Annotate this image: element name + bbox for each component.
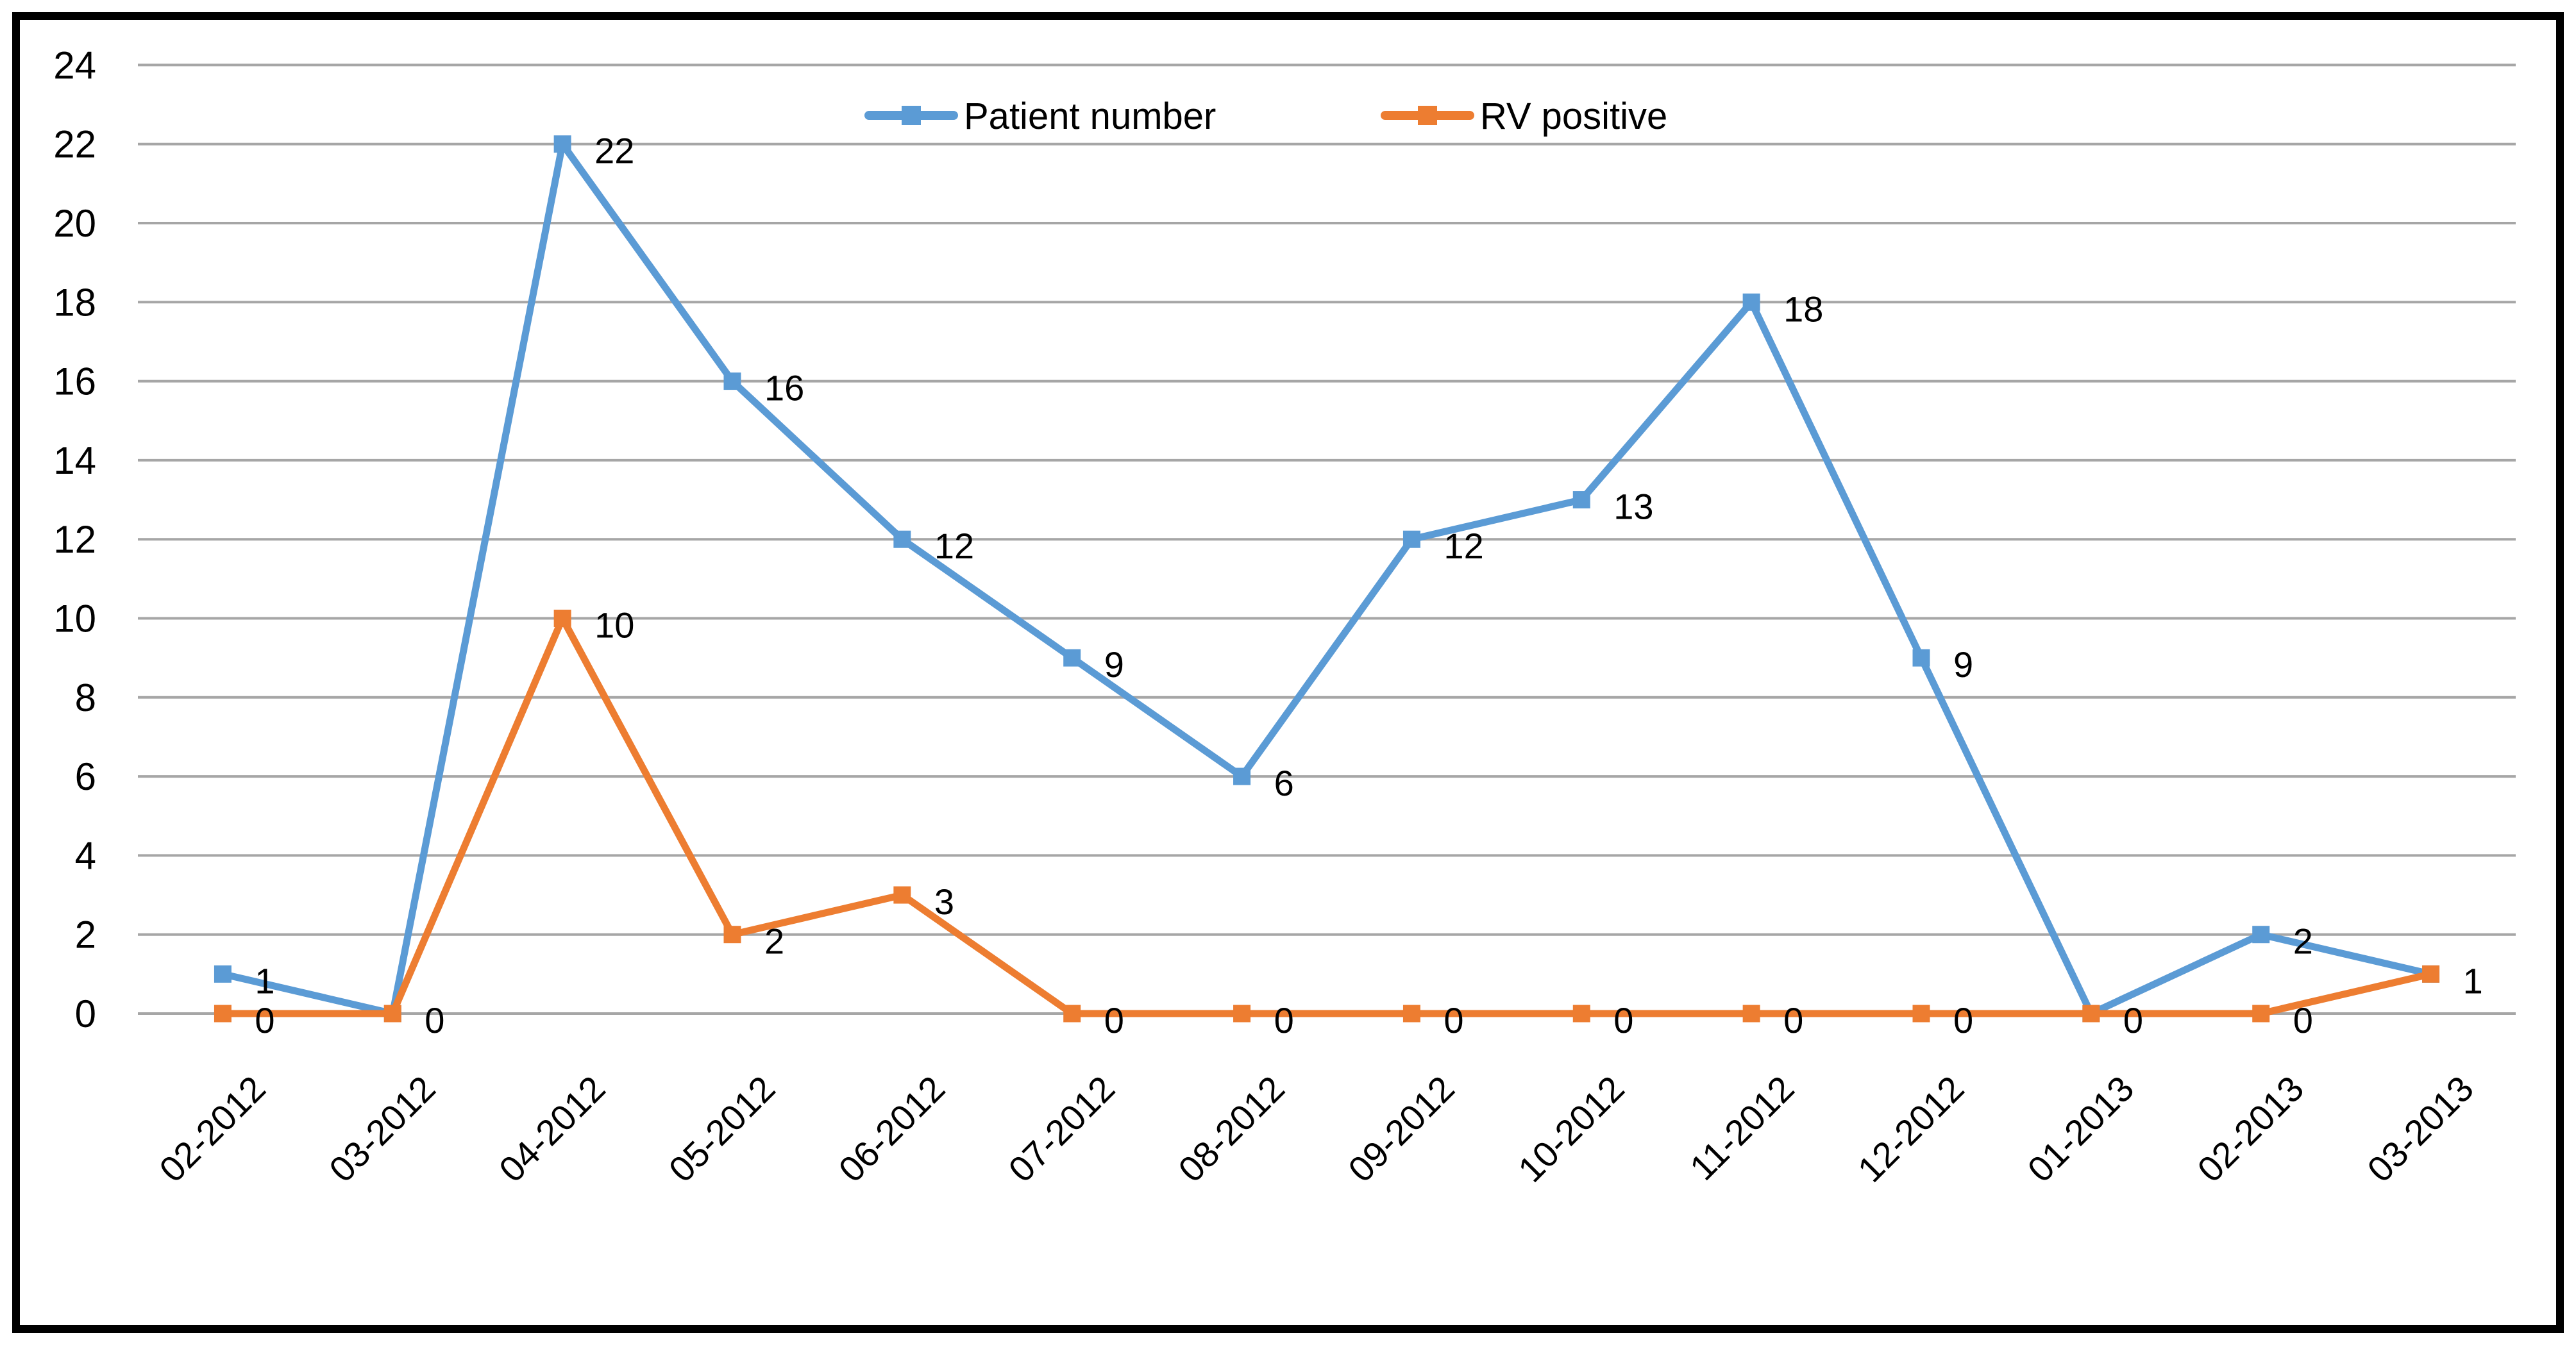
y-axis-tick-label: 16 xyxy=(53,360,96,403)
data-label: 0 xyxy=(1613,1000,1633,1040)
data-label: 0 xyxy=(425,1000,444,1040)
data-point-marker xyxy=(1742,1005,1760,1023)
series-rv-positive xyxy=(214,610,2440,1023)
data-label: 0 xyxy=(1783,1000,1803,1040)
legend-item-patient-number: Patient number xyxy=(864,96,1216,137)
data-label: 18 xyxy=(1783,288,1823,329)
data-point-marker xyxy=(214,1005,232,1023)
data-point-marker xyxy=(553,610,571,627)
legend-label: Patient number xyxy=(964,96,1216,137)
y-axis-tick-label: 24 xyxy=(53,44,96,87)
data-point-marker xyxy=(553,135,571,153)
data-label: 0 xyxy=(1104,1000,1124,1040)
data-label: 0 xyxy=(1444,1000,1463,1040)
data-label: 9 xyxy=(1104,644,1124,685)
data-label: 0 xyxy=(2293,1000,2313,1040)
data-label: 1 xyxy=(2463,960,2483,1001)
data-point-marker xyxy=(723,372,741,390)
series-line xyxy=(219,140,2435,1017)
data-point-marker xyxy=(1402,1005,1420,1023)
data-label: 0 xyxy=(1953,1000,1973,1040)
y-axis-tick-label: 4 xyxy=(75,834,96,877)
data-point-marker xyxy=(1063,1005,1081,1023)
y-axis-tick-label: 10 xyxy=(53,597,96,640)
chart-border xyxy=(12,12,2564,1333)
legend-label: RV positive xyxy=(1480,96,1667,137)
data-label: 6 xyxy=(1274,763,1294,803)
data-label: 1 xyxy=(255,960,274,1001)
data-point-marker xyxy=(1402,530,1420,548)
data-label: 2 xyxy=(2293,921,2313,962)
data-label: 2 xyxy=(764,921,784,962)
gridlines xyxy=(138,63,2516,1015)
data-label: 12 xyxy=(1444,526,1483,566)
data-point-marker xyxy=(2422,965,2440,983)
data-point-marker xyxy=(383,1005,401,1023)
y-axis-tick-label: 18 xyxy=(53,281,96,324)
data-point-marker xyxy=(893,530,911,548)
series-line xyxy=(219,615,2435,1017)
data-label: 22 xyxy=(594,131,634,171)
data-point-marker xyxy=(2252,1005,2270,1023)
data-label: 0 xyxy=(1274,1000,1294,1040)
legend-key-marker xyxy=(902,106,921,125)
y-axis-tick-label: 14 xyxy=(53,439,96,482)
data-point-marker xyxy=(1572,491,1590,509)
data-label: 0 xyxy=(2123,1000,2143,1040)
data-point-marker xyxy=(214,965,232,983)
y-axis-tick-label: 8 xyxy=(75,676,96,719)
data-label: 12 xyxy=(934,526,974,566)
data-label: 10 xyxy=(594,605,634,646)
legend: Patient number RV positive xyxy=(864,96,1667,137)
data-point-marker xyxy=(1063,649,1081,667)
data-point-marker xyxy=(723,926,741,944)
data-point-marker xyxy=(2082,1005,2100,1023)
y-axis-tick-label: 2 xyxy=(75,914,96,957)
y-axis-tick-label: 22 xyxy=(53,123,96,166)
data-label: 9 xyxy=(1953,644,1973,685)
data-point-marker xyxy=(1912,1005,1930,1023)
data-point-marker xyxy=(1742,293,1760,311)
y-axis-tick-label: 0 xyxy=(75,992,96,1035)
data-point-marker xyxy=(1572,1005,1590,1023)
data-point-marker xyxy=(893,886,911,904)
data-label: 16 xyxy=(764,368,804,408)
y-axis-tick-label: 12 xyxy=(53,518,96,561)
data-point-marker xyxy=(1912,649,1930,667)
legend-item-rv-positive: RV positive xyxy=(1381,96,1667,137)
data-point-marker xyxy=(1233,1005,1251,1023)
data-point-marker xyxy=(1233,767,1251,785)
data-label: 0 xyxy=(255,1000,274,1040)
data-label: 3 xyxy=(934,881,954,922)
y-axis-tick-label: 6 xyxy=(75,755,96,798)
data-label: 13 xyxy=(1613,487,1653,527)
legend-key-marker xyxy=(1418,106,1437,125)
data-point-marker xyxy=(2252,926,2270,944)
y-axis-tick-label: 20 xyxy=(53,202,96,245)
